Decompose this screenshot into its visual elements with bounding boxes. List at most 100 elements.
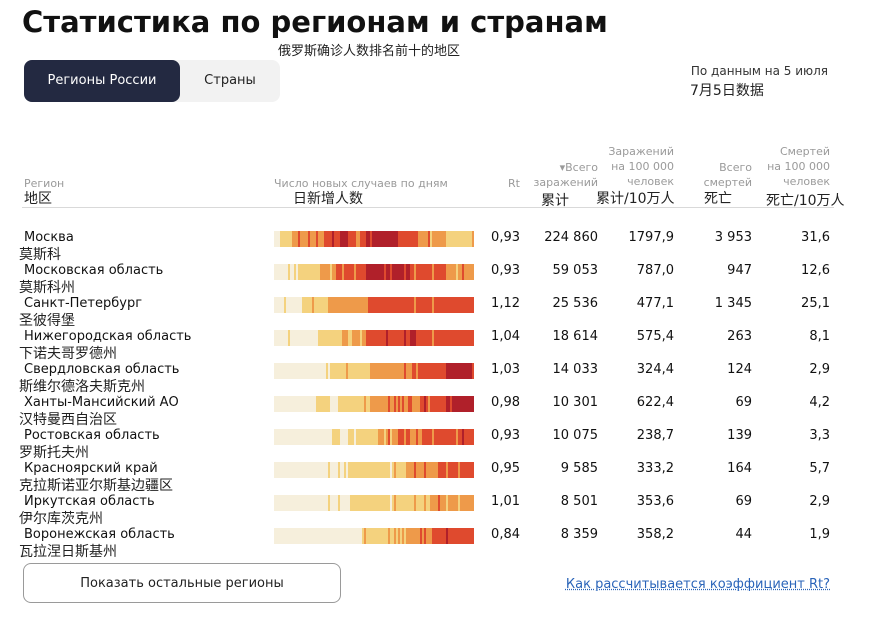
heatmap-day-cell <box>436 330 439 346</box>
heatmap-day-cell <box>410 495 413 511</box>
header-total[interactable]: ▾Всего заражений <box>534 160 598 190</box>
heatmap-day-cell <box>296 330 299 346</box>
heatmap-day-cell <box>388 429 391 445</box>
heatmap-day-cell <box>362 264 365 280</box>
header-rt[interactable]: Rt <box>508 177 520 190</box>
heatmap-day-cell <box>430 495 433 511</box>
heatmap-day-cell <box>338 363 341 379</box>
region-name: Москва <box>24 230 74 245</box>
table-row[interactable]: Ростовская область 罗斯托夫州 0,93 10 075 238… <box>0 428 888 461</box>
heatmap-day-cell <box>352 297 355 313</box>
heatmap-day-cell <box>408 264 411 280</box>
table-row[interactable]: Свердловская область 斯维尔德洛夫斯克州 1,03 14 0… <box>0 362 888 395</box>
heatmap-day-cell <box>330 231 333 247</box>
heatmap-day-cell <box>304 297 307 313</box>
header-dper100k-line2: на 100 000 <box>767 160 830 173</box>
heatmap-day-cell <box>436 462 439 478</box>
heatmap-day-cell <box>464 330 467 346</box>
region-name-cn: 莫斯科 <box>19 247 61 263</box>
header-dper100k[interactable]: Смертей на 100 000 человек <box>767 144 830 189</box>
heatmap-day-cell <box>454 297 457 313</box>
tab-countries[interactable]: Страны <box>204 73 256 88</box>
heatmap-day-cell <box>316 363 319 379</box>
heatmap-day-cell <box>396 429 399 445</box>
heatmap-day-cell <box>446 330 449 346</box>
heatmap-day-cell <box>294 462 297 478</box>
header-deaths[interactable]: Всего смертей <box>704 160 752 190</box>
heatmap-day-cell <box>394 297 397 313</box>
region-name-cn: 斯维尔德洛夫斯克州 <box>19 379 145 395</box>
heatmap-day-cell <box>376 231 379 247</box>
heatmap-day-cell <box>396 363 399 379</box>
tab-russia-regions[interactable]: Регионы России <box>24 60 180 102</box>
table-row[interactable]: Москва 莫斯科 0,93 224 860 1797,9 3 953 31,… <box>0 230 888 263</box>
table-row[interactable]: Ханты-Мансийский АО 汉特曼西自治区 0,98 10 301 … <box>0 395 888 428</box>
heatmap-day-cell <box>450 363 453 379</box>
heatmap-day-cell <box>348 231 351 247</box>
table-row[interactable]: Воронежская область 瓦拉涅日斯基州 0,84 8 359 3… <box>0 527 888 560</box>
table-row[interactable]: Красноярский край 克拉斯诺亚尔斯基边疆区 0,95 9 585… <box>0 461 888 494</box>
heatmap-day-cell <box>366 528 369 544</box>
table-row[interactable]: Иркутская область 伊尔库茨克州 1,01 8 501 353,… <box>0 494 888 527</box>
heatmap-day-cell <box>458 396 461 412</box>
heatmap-day-cell <box>390 462 393 478</box>
heatmap-day-cell <box>454 495 457 511</box>
heatmap-day-cell <box>458 264 461 280</box>
heatmap-day-cell <box>472 363 474 379</box>
show-more-regions-button[interactable]: Показать остальные регионы <box>23 563 341 603</box>
heatmap-day-cell <box>314 264 317 280</box>
heatmap-day-cell <box>284 330 287 346</box>
heatmap-day-cell <box>382 396 385 412</box>
heatmap-day-cell <box>372 396 375 412</box>
heatmap-day-cell <box>296 429 299 445</box>
heatmap-day-cell <box>406 330 409 346</box>
heatmap-day-cell <box>408 330 411 346</box>
heatmap-day-cell <box>358 264 361 280</box>
heatmap-day-cell <box>278 264 281 280</box>
heatmap-day-cell <box>394 264 397 280</box>
heatmap-day-cell <box>412 396 415 412</box>
heatmap-day-cell <box>322 297 325 313</box>
heatmap-day-cell <box>338 396 341 412</box>
heatmap-day-cell <box>426 264 429 280</box>
heatmap-day-cell <box>414 363 417 379</box>
heatmap-day-cell <box>390 264 393 280</box>
heatmap-day-cell <box>302 528 305 544</box>
table-row[interactable]: Нижегородская область 下诺夫哥罗德州 1,04 18 61… <box>0 329 888 362</box>
page-title: Статистика по регионам и странам <box>22 5 608 39</box>
total-deaths: 44 <box>735 527 752 542</box>
table-row[interactable]: Санкт-Петербург 圣彼得堡 1,12 25 536 477,1 1… <box>0 296 888 329</box>
heatmap-day-cell <box>366 396 369 412</box>
rt-explanation-link[interactable]: Как рассчитывается коэффициент Rt? <box>565 577 830 592</box>
heatmap-day-cell <box>374 429 377 445</box>
heatmap-day-cell <box>428 462 431 478</box>
heatmap-day-cell <box>436 264 439 280</box>
heatmap-day-cell <box>380 330 383 346</box>
heatmap-day-cell <box>370 429 373 445</box>
heatmap-day-cell <box>366 231 369 247</box>
heatmap-day-cell <box>368 231 371 247</box>
heatmap-day-cell <box>290 396 293 412</box>
heatmap-day-cell <box>320 429 323 445</box>
heatmap-day-cell <box>358 495 361 511</box>
heatmap-day-cell <box>300 495 303 511</box>
heatmap-day-cell <box>294 528 297 544</box>
total-cases: 8 359 <box>560 527 598 542</box>
heatmap-day-cell <box>314 396 317 412</box>
heatmap-day-cell <box>344 495 347 511</box>
header-deaths-cn: 死亡 <box>704 191 732 207</box>
table-row[interactable]: Московская область 莫斯科州 0,93 59 053 787,… <box>0 263 888 296</box>
heatmap-day-cell <box>442 231 445 247</box>
heatmap-day-cell <box>288 429 291 445</box>
heatmap-day-cell <box>324 462 327 478</box>
heatmap-day-cell <box>298 330 301 346</box>
header-per100k[interactable]: Заражений на 100 000 человек <box>608 144 674 189</box>
heatmap-day-cell <box>444 231 447 247</box>
heatmap-day-cell <box>422 330 425 346</box>
heatmap-day-cell <box>350 429 353 445</box>
cases-per-100k: 358,2 <box>636 527 674 542</box>
heatmap-day-cell <box>292 297 295 313</box>
heatmap-day-cell <box>390 330 393 346</box>
heatmap-day-cell <box>330 264 333 280</box>
heatmap-day-cell <box>384 495 387 511</box>
